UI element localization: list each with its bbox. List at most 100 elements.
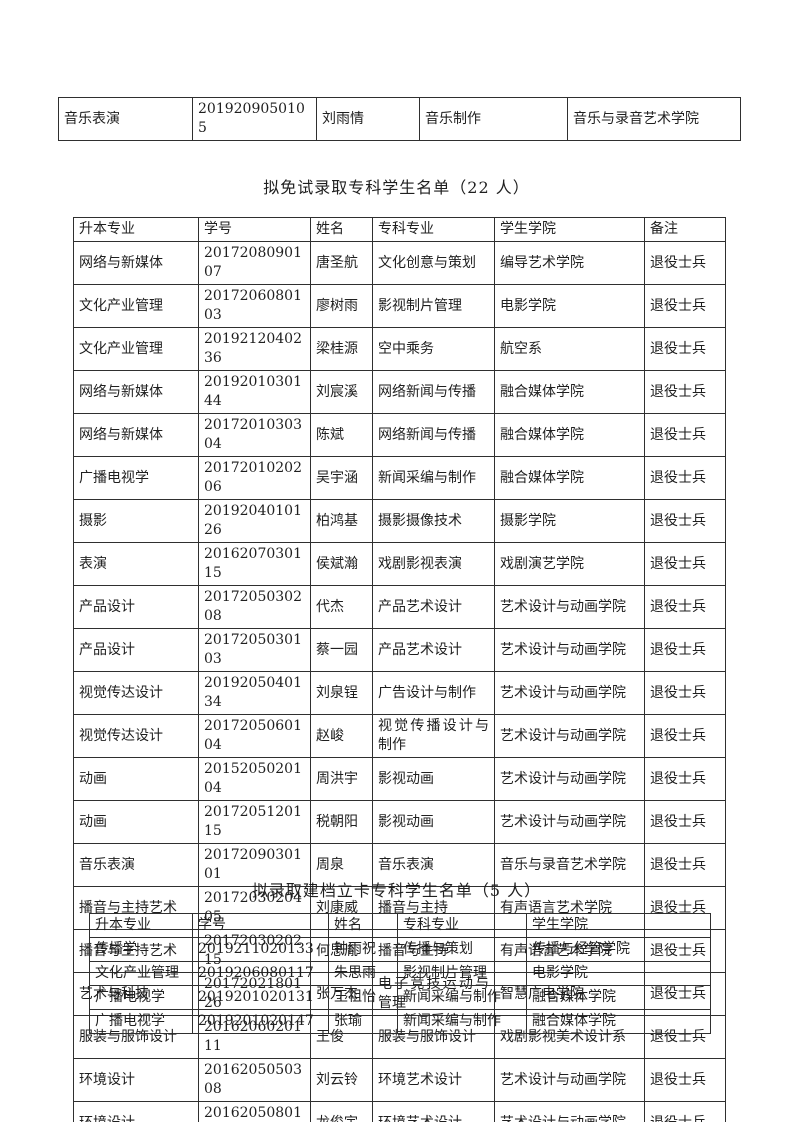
table-row: 网络与新媒体 2019201030144 刘宸溪 网络新闻与传播 融合媒体学院 退役士兵 — [73, 370, 726, 414]
table-cell: 朱思雨 — [328, 961, 398, 986]
table-cell: 2017206080103 — [198, 284, 311, 328]
table-cell: 网络与新媒体 — [73, 370, 199, 414]
table-cell: 影视动画 — [372, 800, 495, 844]
table-cell: 刘雨情 — [316, 97, 420, 141]
table-row: 产品设计 2017205030103 蔡一园 产品艺术设计 艺术设计与动画学院 退役士兵 — [73, 628, 726, 672]
column-header-college: 学生学院 — [526, 913, 711, 938]
table-cell: 税朝阳 — [310, 800, 373, 844]
table-cell: 张瑜 — [328, 1009, 398, 1034]
table-cell: 退役士兵 — [644, 757, 726, 801]
table-cell: 退役士兵 — [644, 671, 726, 715]
table-cell: 廖树雨 — [310, 284, 373, 328]
table-cell: 艺术设计与动画学院 — [494, 714, 645, 758]
table-cell: 2016207030115 — [198, 542, 311, 586]
table-cell: 传播学 — [89, 937, 193, 962]
column-header-student-id: 学号 — [192, 913, 329, 938]
table-cell: 新闻采编与制作 — [372, 456, 495, 500]
table-row: 文化产业管理 2017206080103 廖树雨 影视制片管理 电影学院 退役士兵 — [73, 284, 726, 328]
table-cell: 新闻采编与制作 — [397, 1009, 527, 1034]
continued-table-body: 音乐表演 2019209050105 刘雨情 音乐制作 音乐与录音艺术学院 — [58, 97, 741, 141]
table-cell: 龙俊宇 — [310, 1101, 373, 1122]
table-cell: 钟雨祝 — [328, 937, 398, 962]
table-cell: 融合媒体学院 — [494, 370, 645, 414]
table-row: 环境设计2016205080110龙俊宇环境艺术设计艺术设计与动画学院退役士兵 — [73, 1101, 726, 1122]
exempt-list-title: 拟免试录取专科学生名单（22 人） — [263, 178, 530, 197]
archive-card-table-body: 传播学 2019211020133 钟雨祝 传播与策划 传播与经管学院 文化产业管理 201… — [89, 937, 711, 1034]
column-header-college-major: 专科专业 — [397, 913, 527, 938]
table-cell: 梁桂源 — [310, 327, 373, 371]
table-cell: 融合媒体学院 — [494, 456, 645, 500]
table-cell: 广告设计与制作 — [372, 671, 495, 715]
table-cell: 柏鸿基 — [310, 499, 373, 543]
table-cell: 传播与经管学院 — [526, 937, 711, 962]
table-cell: 广播电视学 — [89, 1009, 193, 1034]
table-cell: 融合媒体学院 — [526, 1009, 711, 1034]
table-cell: 文化产业管理 — [89, 961, 193, 986]
table-cell: 退役士兵 — [644, 499, 726, 543]
table-row: 网络与新媒体 2017208090107 唐圣航 文化创意与策划 编导艺术学院 退役士兵 — [73, 241, 726, 285]
table-cell: 网络新闻与传播 — [372, 413, 495, 457]
table-cell: 产品设计 — [73, 628, 199, 672]
table-cell: 周泉 — [310, 843, 373, 887]
table-cell: 2017209030101 — [198, 843, 311, 887]
table-cell: 动画 — [73, 800, 199, 844]
column-header-name: 姓名 — [328, 913, 398, 938]
table-cell: 退役士兵 — [644, 843, 726, 887]
column-header-student-id: 学号 — [198, 217, 311, 242]
table-cell: 2019212040236 — [198, 327, 311, 371]
table-cell: 2017205030103 — [198, 628, 311, 672]
table-cell: 环境艺术设计 — [372, 1058, 495, 1102]
table-cell: 电影学院 — [494, 284, 645, 328]
table-row: 文化产业管理 2019212040236 梁桂源 空中乘务 航空系 退役士兵 — [73, 327, 726, 371]
table-cell: 退役士兵 — [644, 413, 726, 457]
table-cell: 艺术设计与动画学院 — [494, 585, 645, 629]
table-cell: 视觉传达设计 — [73, 671, 199, 715]
table-cell: 环境艺术设计 — [372, 1101, 495, 1122]
table-cell: 艺术设计与动画学院 — [494, 628, 645, 672]
table-cell: 退役士兵 — [644, 714, 726, 758]
column-header-major: 升本专业 — [89, 913, 193, 938]
table-cell: 退役士兵 — [644, 542, 726, 586]
table-row: 视觉传达设计 2017205060104 赵峻 视觉传播设计与制作 艺术设计与动画学院退… — [73, 714, 726, 758]
table-row: 网络与新媒体 2017201030304 陈斌 网络新闻与传播 融合媒体学院 退役士兵 — [73, 413, 726, 457]
table-cell: 2019209050105 — [192, 97, 317, 141]
table-cell: 艺术设计与动画学院 — [494, 757, 645, 801]
column-header-college: 学生学院 — [494, 217, 645, 242]
table-cell: 2019201030144 — [198, 370, 311, 414]
table-cell: 周洪宇 — [310, 757, 373, 801]
table-row: 动画 2017205120115 税朝阳 影视动画 艺术设计与动画学院 退役士兵 — [73, 800, 726, 844]
table-row: 文化产业管理 2019206080117 朱思雨 影视制片管理 电影学院 — [89, 961, 711, 986]
table-cell: 2017205030208 — [198, 585, 311, 629]
table-cell: 新闻采编与制作 — [397, 985, 527, 1010]
table-cell: 视觉传播设计与制作 — [372, 714, 495, 758]
table-row: 广播电视学 2019201020131 王祖怡 新闻采编与制作 融合媒体学院 — [89, 985, 711, 1010]
table-row: 产品设计 2017205030208 代杰 产品艺术设计 艺术设计与动画学院 退役士兵 — [73, 585, 726, 629]
table-row: 音乐表演 2019209050105 刘雨情 音乐制作 音乐与录音艺术学院 — [58, 97, 741, 141]
table-cell: 音乐表演 — [372, 843, 495, 887]
table-cell: 退役士兵 — [644, 456, 726, 500]
table-cell: 广播电视学 — [89, 985, 193, 1010]
table-cell: 赵峻 — [310, 714, 373, 758]
table-cell: 2017205120115 — [198, 800, 311, 844]
table-cell: 网络新闻与传播 — [372, 370, 495, 414]
table-cell: 2017201030304 — [198, 413, 311, 457]
table-cell: 2015205020104 — [198, 757, 311, 801]
archive-card-students-table: 升本专业 学号 姓名 专科专业 学生学院 传播学 2019211020133 钟雨祝… — [89, 913, 711, 1034]
table-cell: 艺术设计与动画学院 — [494, 671, 645, 715]
table-cell: 刘云铃 — [310, 1058, 373, 1102]
table-cell: 退役士兵 — [644, 585, 726, 629]
table-row: 广播电视学 2019201020147 张瑜 新闻采编与制作 融合媒体学院 — [89, 1009, 711, 1034]
table-cell: 2019211020133 — [192, 937, 329, 962]
table-cell: 电影学院 — [526, 961, 711, 986]
table-cell: 航空系 — [494, 327, 645, 371]
table-cell: 戏剧演艺学院 — [494, 542, 645, 586]
table-cell: 2016205080110 — [198, 1101, 311, 1122]
header-row: 升本专业 学号 姓名 专科专业 学生学院 — [89, 913, 711, 938]
table-cell: 2019206080117 — [192, 961, 329, 986]
table-cell: 蔡一园 — [310, 628, 373, 672]
table-cell: 退役士兵 — [644, 1058, 726, 1102]
continued-row-table: 音乐表演 2019209050105 刘雨情 音乐制作 音乐与录音艺术学院 — [58, 97, 741, 141]
table-cell: 代杰 — [310, 585, 373, 629]
table-row: 表演 2016207030115 侯斌瀚 戏剧影视表演 戏剧演艺学院 退役士兵 — [73, 542, 726, 586]
